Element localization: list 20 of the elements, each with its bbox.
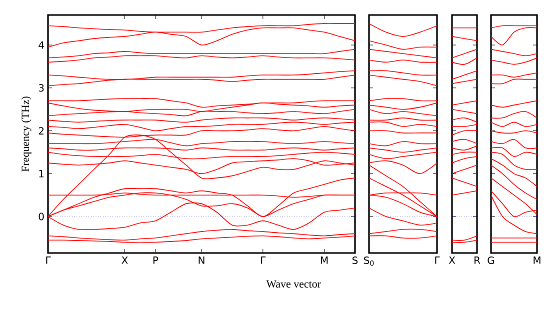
- y-tick-label: 0: [38, 212, 44, 220]
- y-axis-title: Frequency (THz): [21, 96, 32, 172]
- x-tick-label: S$_{0}$: [364, 256, 374, 266]
- x-tick-label: N: [198, 256, 204, 264]
- x-axis-title: Wave vector: [266, 280, 321, 288]
- x-tick-label: R: [474, 256, 480, 264]
- x-tick-label: Γ: [435, 256, 440, 264]
- y-tick-label: 2: [38, 127, 44, 134]
- x-tick-label: Γ: [46, 256, 51, 264]
- y-tick-label: 1: [39, 170, 44, 178]
- y-tick-label: 3: [38, 84, 44, 92]
- x-tick-label: G: [488, 256, 494, 264]
- x-tick-label: P: [153, 256, 158, 264]
- x-tick-label: X: [122, 256, 128, 264]
- x-tick-label: M: [534, 256, 540, 264]
- x-tick-label: M: [320, 256, 328, 264]
- x-tick-label: S: [352, 256, 358, 264]
- x-tick-label: Γ: [261, 256, 266, 264]
- y-tick-label: 4: [38, 41, 44, 49]
- x-tick-label: X: [448, 256, 456, 264]
